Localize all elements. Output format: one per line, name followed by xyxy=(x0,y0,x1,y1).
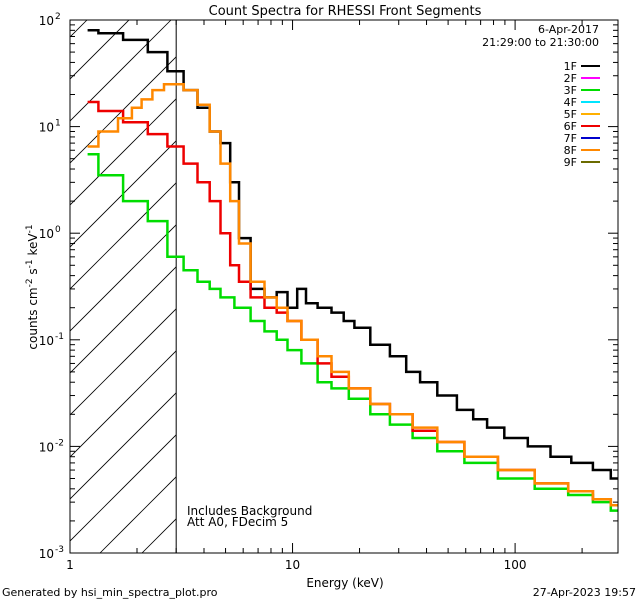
y-tick-label: 10 xyxy=(39,227,54,241)
y-tick-label: 10 xyxy=(39,440,54,454)
y-label-exp-s: -1 xyxy=(25,259,35,268)
y-tick-exponent: 1 xyxy=(55,119,61,129)
hatch-line xyxy=(70,392,177,500)
legend-label: 8F xyxy=(564,144,577,157)
y-label-s: s xyxy=(26,268,40,278)
series-3F xyxy=(87,153,618,512)
hatch-line xyxy=(70,20,130,80)
hatch-line xyxy=(70,350,177,458)
hatch-line xyxy=(436,20,640,553)
legend-label: 5F xyxy=(564,108,577,121)
hatch-line xyxy=(70,20,88,38)
hatch-line xyxy=(268,20,640,553)
y-tick-label: 10 xyxy=(39,334,54,348)
chart-title: Count Spectra for RHESSI Front Segments xyxy=(209,4,482,19)
y-axis-label: counts cm-2 s-1 keV-1 xyxy=(25,224,40,349)
y-tick-exponent: 0 xyxy=(55,225,61,235)
x-tick-label: 1 xyxy=(66,558,74,572)
footer-timestamp: 27-Apr-2023 19:57 xyxy=(533,586,636,599)
chart-date: 6-Apr-2017 xyxy=(538,23,599,36)
x-tick-label: 10 xyxy=(285,558,300,572)
x-axis-label: Energy (keV) xyxy=(306,576,383,590)
hatch-line xyxy=(520,20,640,553)
hatch-line xyxy=(0,20,45,553)
footer-generated-by: Generated by hsi_min_spectra_plot.pro xyxy=(2,586,218,599)
legend-label: 1F xyxy=(564,60,577,73)
hatch-line xyxy=(394,20,640,553)
y-label-base: counts cm xyxy=(26,287,40,349)
hatch-line xyxy=(99,476,177,553)
series-8F xyxy=(87,82,618,507)
x-axis: 1 10 100 xyxy=(66,20,583,572)
hatch-line xyxy=(478,20,640,553)
plot-frame xyxy=(69,19,619,554)
hatch-line xyxy=(226,20,640,553)
y-tick-label: 10 xyxy=(39,14,54,28)
hatch-line xyxy=(70,224,177,332)
legend-label: 9F xyxy=(564,156,577,169)
hatch-line xyxy=(310,20,640,553)
hatch-line xyxy=(70,98,177,206)
y-tick-exponent: -1 xyxy=(55,332,64,342)
hatch-line xyxy=(604,20,640,553)
hatch-line xyxy=(70,56,177,164)
legend-label: 6F xyxy=(564,120,577,133)
series-6F xyxy=(87,100,618,507)
x-tick-label: 100 xyxy=(504,558,527,572)
chart-time-range: 21:29:00 to 21:30:00 xyxy=(482,36,599,49)
legend-label: 2F xyxy=(564,72,577,85)
y-tick-label: 10 xyxy=(39,547,54,561)
hatch-line xyxy=(70,20,172,122)
y-tick-exponent: -2 xyxy=(55,438,64,448)
hatch-line xyxy=(0,20,3,553)
hatched-region xyxy=(0,20,640,553)
legend-label: 7F xyxy=(564,132,577,145)
y-tick-label: 10 xyxy=(39,121,54,135)
y-label-exp-cm: -2 xyxy=(25,278,35,287)
hatch-line xyxy=(70,182,177,290)
legend-label: 4F xyxy=(564,96,577,109)
hatch-line xyxy=(70,266,177,374)
hatch-line xyxy=(70,434,177,542)
y-label-exp-kev: -1 xyxy=(25,224,35,233)
series-layer xyxy=(87,29,618,512)
note-attenuator: Att A0, FDecim 5 xyxy=(187,515,288,529)
note-background: Includes Background xyxy=(187,504,312,518)
y-label-kev: keV xyxy=(26,233,40,260)
legend-label: 3F xyxy=(564,84,577,97)
hatch-line xyxy=(352,20,640,553)
y-tick-exponent: -3 xyxy=(55,545,64,555)
y-tick-exponent: 2 xyxy=(55,12,61,22)
